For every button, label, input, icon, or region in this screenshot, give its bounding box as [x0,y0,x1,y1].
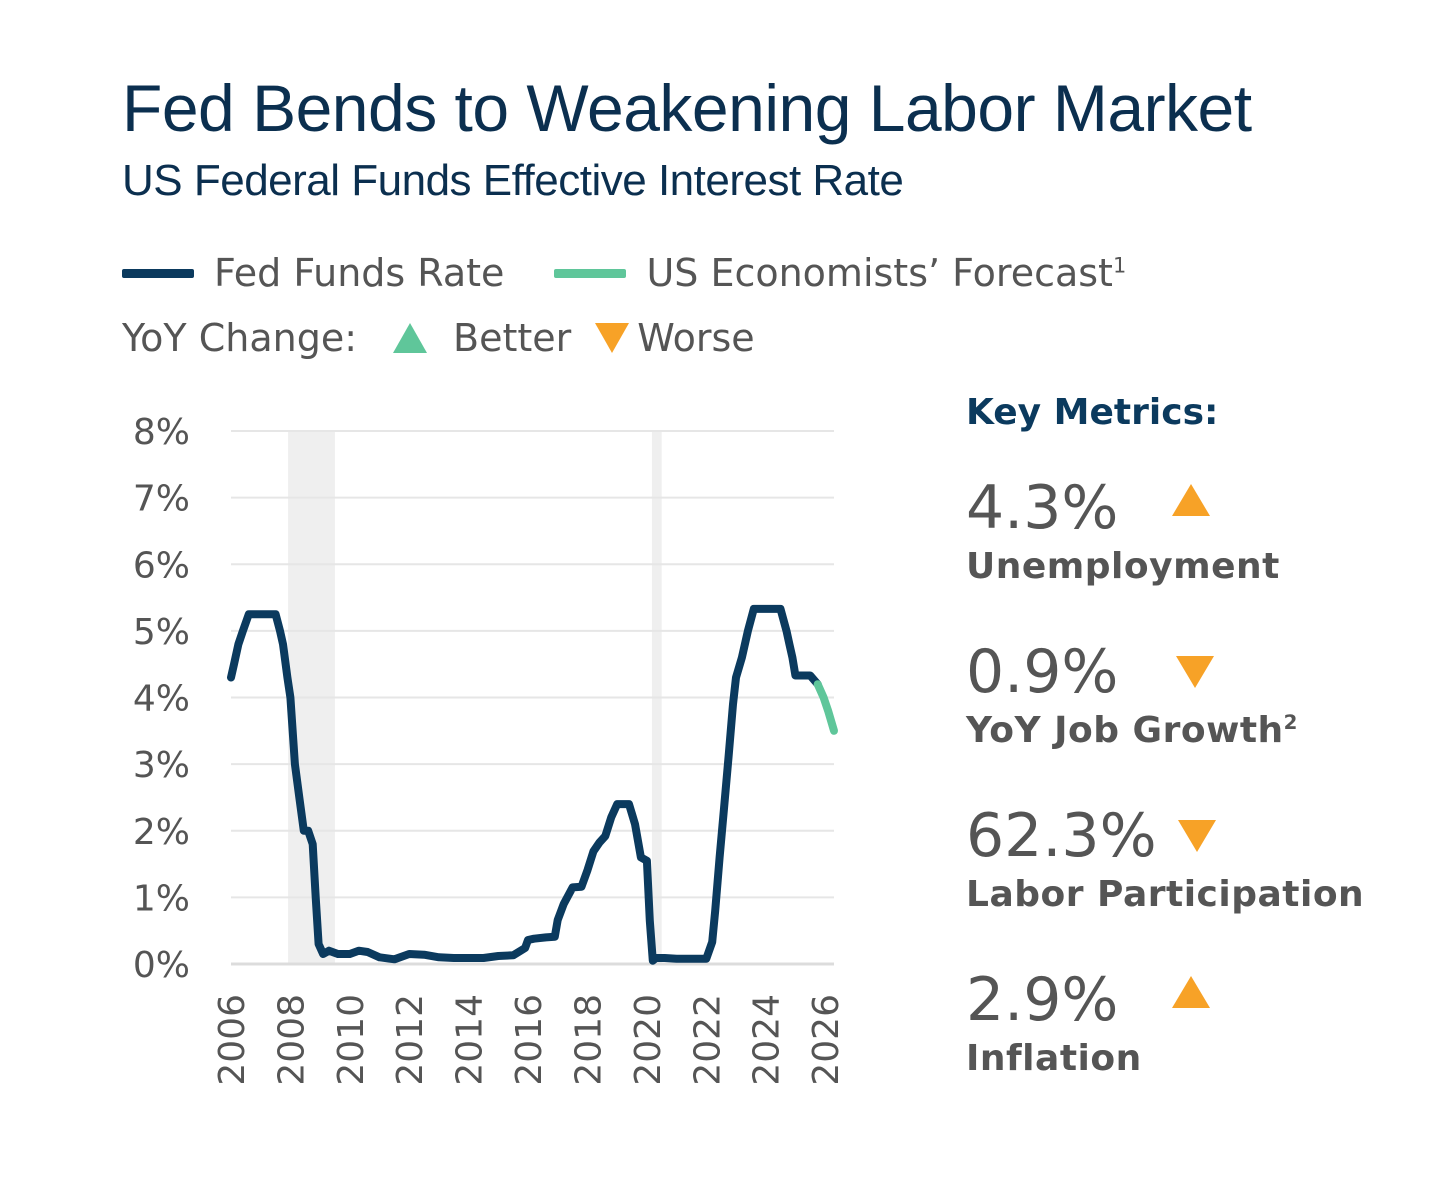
legend-label-forecast: US Economists’ Forecast1 [646,251,1127,295]
series-line-forecast [813,680,838,735]
x-tick-label: 2026 [806,994,847,1086]
metric-value: 62.3% [966,801,1157,871]
x-tick-label: 2010 [331,994,372,1086]
x-tick-label: 2022 [687,994,728,1086]
metric-unemployment: 4.3% Unemployment [966,478,1280,587]
chart-area: 0% 1% 2% 3% 4% 5% 6% 7% 8% 2006 2008 2010 2012 2014 2… [0,400,900,1120]
x-tick-label: 2014 [450,994,491,1086]
legend-series: Fed Funds Rate US Economists’ Forecast1 [122,248,1126,298]
metric-label: Unemployment [966,546,1280,587]
x-tick-label: 2018 [568,994,609,1086]
y-tick-label: 5% [133,612,190,653]
metric-value: 0.9% [966,637,1119,707]
metric-label: Labor Participation [966,874,1365,915]
x-tick-label: 2008 [271,994,312,1086]
x-tick-label: 2016 [509,994,550,1086]
yoy-change-label: YoY Change: [122,316,357,360]
job-growth-footnote: 2 [1283,711,1298,734]
y-tick-label: 0% [133,945,190,986]
better-triangle-icon [393,323,427,353]
metric-value: 2.9% [966,965,1119,1035]
series-line-fed-funds [227,604,822,965]
x-tick-label: 2024 [747,994,788,1086]
metric-inflation: 2.9% Inflation [966,965,1210,1079]
x-tick-label: 2012 [390,994,431,1086]
better-label: Better [453,316,572,360]
y-tick-label: 4% [133,679,190,720]
y-tick-label: 6% [133,545,190,586]
worse-down-arrow-icon [1178,820,1216,852]
legend-swatch-fed-funds [122,268,194,278]
x-tick-label: 2020 [628,994,669,1086]
metric-labor-participation: 62.3% Labor Participation [966,806,1364,915]
worse-label: Worse [637,316,755,360]
worse-down-arrow-icon [1176,656,1214,688]
worse-up-arrow-icon [1172,976,1210,1008]
legend-swatch-forecast [554,268,627,278]
metric-label: Inflation [966,1038,1142,1079]
chart-subtitle: US Federal Funds Effective Interest Rate [122,156,904,205]
worse-up-arrow-icon [1172,484,1210,516]
key-metrics-heading: Key Metrics: [966,392,1219,433]
y-tick-label: 3% [133,745,190,786]
y-tick-label: 1% [133,878,190,919]
y-tick-label: 8% [133,412,190,453]
rate-chart: 0% 1% 2% 3% 4% 5% 6% 7% 8% 2006 2008 2010 2012 2014 2… [133,412,847,1086]
metric-job-growth: 0.9% YoY Job Growth2 [966,642,1298,751]
forecast-footnote: 1 [1112,253,1127,278]
y-tick-label: 2% [133,812,190,853]
worse-triangle-icon [595,323,630,353]
legend-label-fed-funds: Fed Funds Rate [214,251,505,295]
chart-title: Fed Bends to Weakening Labor Market [122,71,1252,145]
legend-yoy: YoY Change: Better Worse [122,313,755,363]
x-tick-label: 2006 [212,994,253,1086]
y-tick-label: 7% [133,479,190,520]
metric-label: YoY Job Growth2 [966,710,1298,751]
metric-value: 4.3% [966,473,1119,543]
